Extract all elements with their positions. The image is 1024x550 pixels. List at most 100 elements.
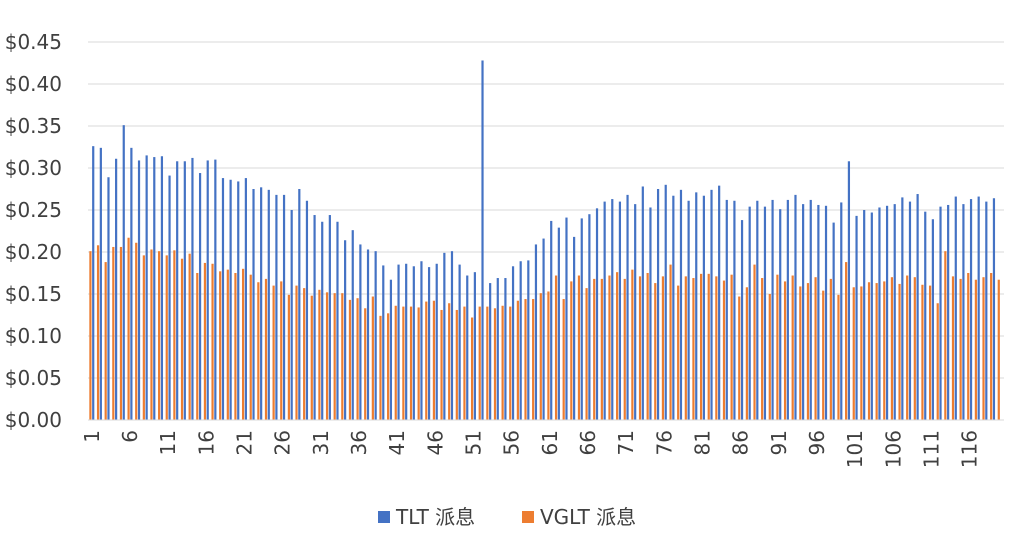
vglt-bar bbox=[257, 282, 260, 420]
tlt-bar bbox=[374, 251, 377, 420]
legend-label-tlt: TLT 派息 bbox=[395, 505, 475, 529]
vglt-bar bbox=[890, 277, 894, 420]
tlt-bar bbox=[481, 60, 484, 420]
tlt-bar bbox=[443, 252, 446, 420]
vglt-bar bbox=[974, 279, 977, 420]
tlt-bar bbox=[878, 207, 881, 420]
tlt-bar bbox=[504, 278, 507, 420]
tlt-bar bbox=[412, 266, 415, 420]
vglt-bar bbox=[119, 246, 123, 420]
tlt-bar bbox=[740, 220, 744, 420]
tlt-bar bbox=[153, 157, 156, 420]
tlt-bar bbox=[916, 194, 919, 420]
y-tick-label: $0.40 bbox=[5, 72, 62, 96]
tlt-bar bbox=[870, 212, 873, 420]
tlt-bar bbox=[580, 218, 583, 420]
y-tick-label: $0.30 bbox=[5, 156, 62, 180]
vglt-bar bbox=[249, 274, 252, 420]
tlt-bar bbox=[779, 209, 782, 420]
vglt-bar bbox=[387, 313, 390, 420]
vglt-bar bbox=[570, 281, 573, 420]
legend-swatch-vglt bbox=[522, 511, 534, 523]
vglt-bar bbox=[379, 315, 382, 420]
tlt-bar bbox=[634, 204, 637, 420]
vglt-bar bbox=[936, 303, 939, 420]
tlt-bar bbox=[763, 206, 767, 420]
vglt-bar bbox=[585, 288, 588, 420]
vglt-bar bbox=[501, 305, 504, 420]
tlt-bar bbox=[847, 161, 851, 420]
tlt-bar bbox=[786, 199, 789, 420]
tlt-bar bbox=[115, 158, 118, 420]
vglt-bar bbox=[883, 281, 886, 420]
tlt-bar bbox=[817, 204, 820, 420]
x-tick-label: 16 bbox=[194, 430, 218, 455]
vglt-bar bbox=[142, 255, 145, 420]
tlt-bar bbox=[725, 199, 728, 420]
vglt-bar bbox=[303, 288, 306, 420]
tlt-bar bbox=[794, 194, 797, 420]
vglt-bar bbox=[448, 303, 451, 420]
vglt-bar bbox=[646, 273, 649, 420]
tlt-bar bbox=[176, 161, 179, 420]
vglt-bar bbox=[264, 278, 268, 420]
tlt-bar bbox=[802, 204, 805, 420]
tlt-bar bbox=[496, 278, 499, 420]
tlt-bar bbox=[229, 179, 232, 420]
tlt-bar bbox=[863, 210, 866, 420]
vglt-bar bbox=[990, 273, 993, 420]
vglt-bar bbox=[127, 237, 130, 420]
tlt-bar bbox=[542, 238, 545, 420]
tlt-bar bbox=[397, 264, 400, 420]
tlt-bar bbox=[366, 249, 370, 420]
vglt-bar bbox=[852, 287, 855, 420]
vglt-bar bbox=[325, 292, 329, 420]
x-tick-label: 46 bbox=[423, 430, 447, 455]
tlt-bar bbox=[931, 219, 934, 420]
tlt-bar bbox=[924, 211, 927, 420]
tlt-bar bbox=[244, 178, 247, 420]
vglt-bar bbox=[745, 287, 748, 420]
vglt-bar bbox=[608, 275, 611, 420]
vglt-bar bbox=[822, 290, 825, 420]
vglt-bar bbox=[730, 274, 733, 420]
tlt-bar bbox=[313, 215, 316, 420]
vglt-bar bbox=[165, 255, 168, 420]
vglt-bar bbox=[463, 306, 466, 420]
vglt-bar bbox=[616, 272, 619, 420]
vglt-bar bbox=[417, 307, 420, 420]
y-tick-label: $0.15 bbox=[5, 282, 62, 306]
vglt-bar bbox=[867, 282, 871, 420]
tlt-bar bbox=[275, 194, 278, 420]
x-tick-label: 61 bbox=[538, 430, 562, 455]
vglt-bar bbox=[470, 317, 474, 420]
vglt-bar bbox=[600, 278, 603, 420]
vglt-bar bbox=[150, 249, 153, 420]
tlt-bar bbox=[557, 227, 560, 420]
x-tick-label: 91 bbox=[767, 430, 791, 455]
tlt-bar bbox=[641, 186, 644, 420]
tlt-bar bbox=[534, 244, 538, 420]
vglt-bar bbox=[699, 273, 703, 420]
tlt-bar bbox=[649, 207, 652, 420]
vglt-bar bbox=[295, 285, 298, 420]
y-tick-label: $0.45 bbox=[5, 30, 62, 54]
x-tick-label: 106 bbox=[881, 430, 905, 468]
tlt-bar bbox=[588, 214, 591, 420]
tlt-bar bbox=[427, 267, 431, 420]
vglt-bar bbox=[112, 246, 115, 420]
vglt-bar bbox=[814, 277, 817, 420]
vglt-bar bbox=[753, 264, 756, 420]
tlt-bar bbox=[672, 195, 675, 420]
vglt-bar bbox=[173, 250, 176, 420]
x-tick-label: 71 bbox=[614, 430, 638, 455]
vglt-bar bbox=[310, 295, 313, 420]
tlt-bar bbox=[252, 189, 255, 420]
vglt-bar bbox=[707, 273, 710, 420]
x-tick-label: 26 bbox=[271, 430, 295, 455]
x-tick-label: 111 bbox=[919, 430, 943, 468]
y-tick-label: $0.10 bbox=[5, 324, 62, 348]
vglt-bar bbox=[967, 273, 970, 420]
tlt-bar bbox=[550, 220, 553, 420]
vglt-bar bbox=[799, 286, 802, 420]
